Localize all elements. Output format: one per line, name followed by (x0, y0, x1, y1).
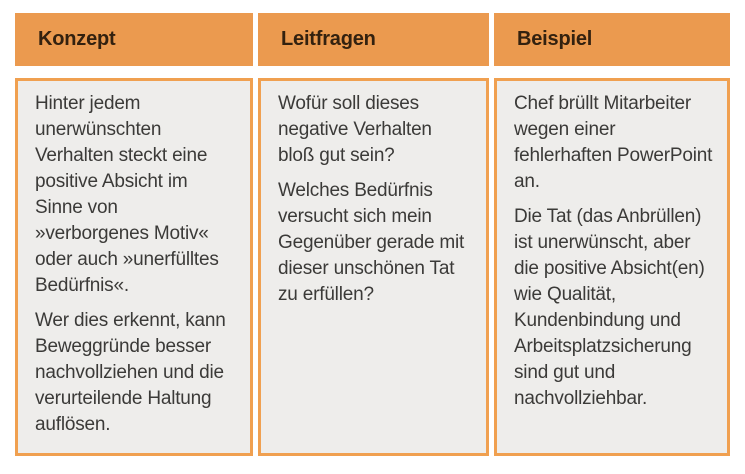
leitfragen-paragraph-2: Welches Bedürfnis versucht sich mein Geg… (278, 180, 465, 305)
beispiel-paragraph-1: Chef brüllt Mitarbeiter wegen einer fehl… (514, 93, 713, 192)
table-header-row: Konzept Leitfragen Beispiel (15, 13, 730, 66)
header-cell-konzept: Konzept (15, 13, 253, 66)
header-label-konzept: Konzept (38, 28, 116, 50)
konzept-paragraph-1: Hinter jedem unerwünschten Verhalten ste… (35, 93, 219, 296)
leitfragen-paragraph-1: Wofür soll dieses negative Verhalten blo… (278, 93, 432, 166)
table: Konzept Leitfragen Beispiel Hinter jedem… (15, 13, 730, 456)
body-cell-konzept: Hinter jedem unerwünschten Verhalten ste… (15, 78, 253, 456)
body-cell-beispiel: Chef brüllt Mitarbeiter wegen einer fehl… (494, 78, 730, 456)
konzept-paragraph-2: Wer dies erkennt, kann Beweggründe besse… (35, 310, 226, 435)
header-label-beispiel: Beispiel (517, 28, 593, 50)
body-cell-leitfragen: Wofür soll dieses negative Verhalten blo… (258, 78, 489, 456)
table-body-row: Hinter jedem unerwünschten Verhalten ste… (15, 78, 730, 456)
header-label-leitfragen: Leitfragen (281, 28, 376, 50)
beispiel-paragraph-2: Die Tat (das Anbrüllen) ist unerwünscht,… (514, 206, 705, 409)
header-cell-beispiel: Beispiel (494, 13, 730, 66)
header-cell-leitfragen: Leitfragen (258, 13, 489, 66)
